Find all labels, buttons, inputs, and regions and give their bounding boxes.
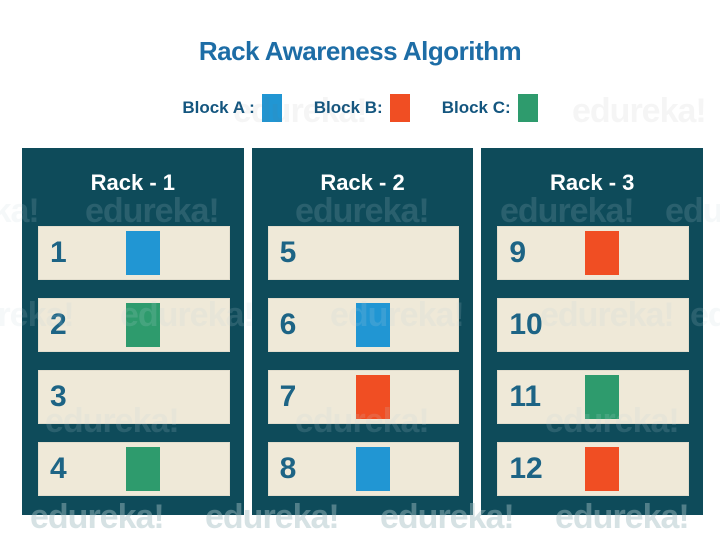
legend-swatch-block-a [261,94,282,122]
slot-number: 12 [509,452,543,485]
rack-slots: 1 2 3 4 [38,226,230,514]
slot-row: 5 [267,226,460,280]
block-a [355,447,390,491]
slot-row: 12 [497,442,690,496]
slot-number: 2 [50,308,67,341]
slot-row: 1 [38,226,230,280]
legend-item-label: Block B: [313,98,383,117]
rack-panel: Rack - 1 1 2 3 4 [22,148,244,515]
block-b [585,447,620,491]
legend-item-label: Block A : [182,98,255,117]
page-title: Rack Awareness Algorithm [198,36,522,66]
slot-row: 4 [38,442,230,496]
legend-item: Block A : [182,94,282,122]
slot-number: 10 [509,308,543,341]
rack-title: Rack - 3 [549,170,635,195]
slot-number: 7 [279,380,297,413]
slot-number: 11 [509,380,542,413]
rack-title: Rack - 1 [90,170,176,195]
slot-number: 3 [50,380,67,413]
slot-row: 2 [38,298,230,352]
block-b [355,375,390,419]
slot-number: 4 [50,452,67,485]
rack-panel: Rack - 2 5 6 7 8 [251,148,474,515]
block-a [355,303,390,347]
rack-slots: 5 6 7 8 [267,226,460,514]
block-c [585,375,620,419]
rack-slots: 9 10 11 12 [497,226,690,514]
legend: Block A : Block B: Block C: [0,94,720,122]
slot-number: 5 [279,236,297,269]
legend-swatch-block-b [389,94,410,122]
slot-row: 10 [497,298,690,352]
slot-row: 9 [497,226,690,280]
rack-panel: Rack - 3 9 10 11 12 [481,148,704,515]
slot-row: 7 [267,370,460,424]
slot-row: 11 [497,370,690,424]
legend-item: Block C: [442,94,538,122]
block-c [126,303,160,347]
slot-row: 3 [38,370,230,424]
legend-swatch-block-c [517,94,538,122]
slot-row: 8 [267,442,460,496]
racks-container: Rack - 1 1 2 3 4 Rack - 2 5 6 7 8 Rack - [22,148,704,515]
block-a [126,231,160,275]
slot-number: 6 [279,308,297,341]
slot-row: 6 [267,298,460,352]
slot-number: 8 [279,452,297,485]
legend-item: Block B: [314,94,410,122]
slot-number: 1 [50,236,67,269]
block-c [126,447,160,491]
slot-number: 9 [509,236,527,269]
legend-item-label: Block C: [441,98,511,117]
block-b [585,231,620,275]
rack-title: Rack - 2 [320,170,405,195]
